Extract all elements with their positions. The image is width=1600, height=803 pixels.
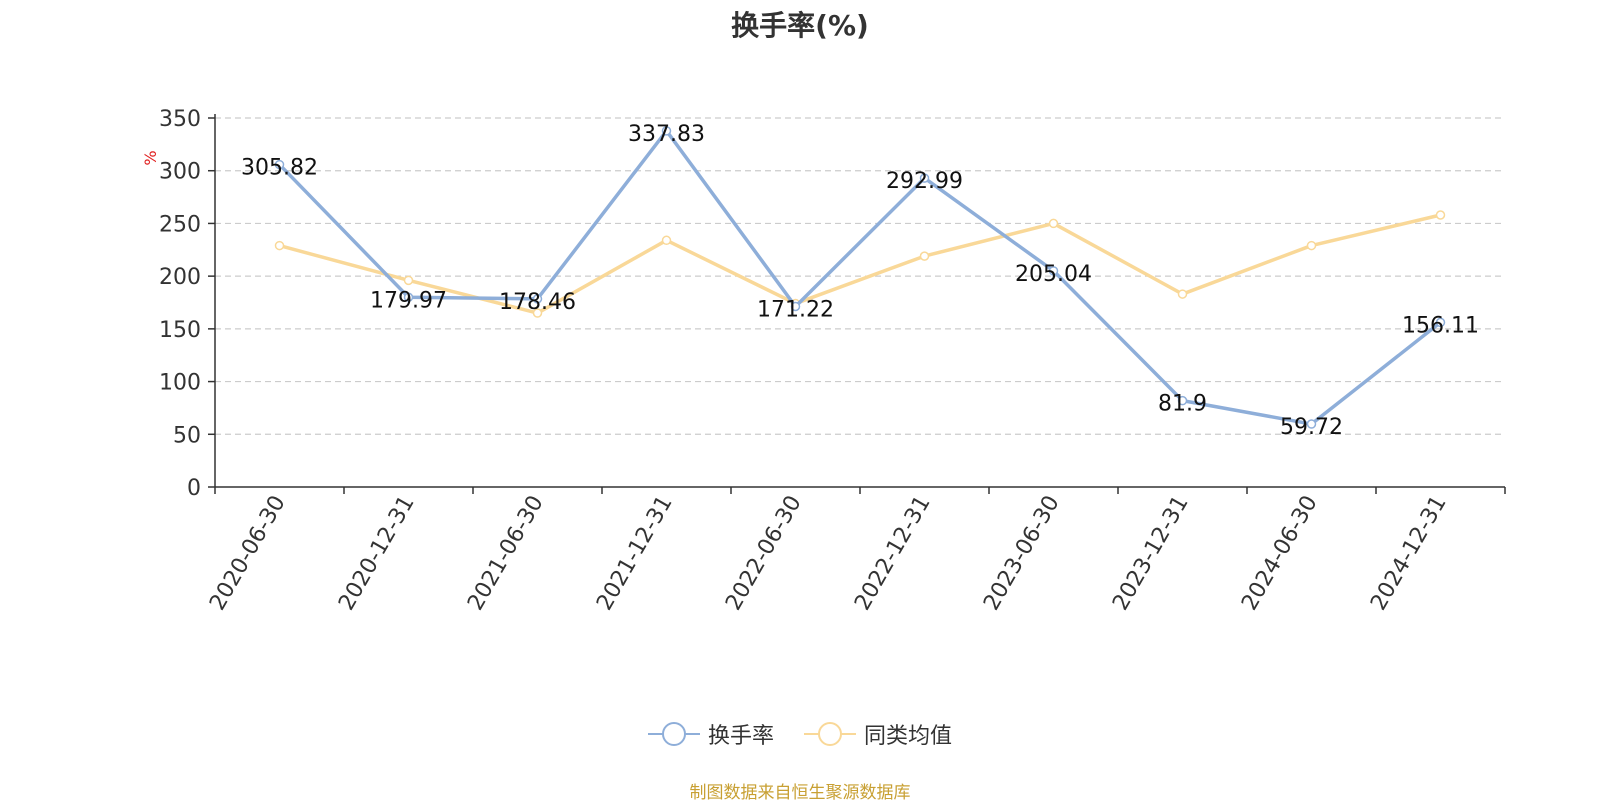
y-tick-label: 200 bbox=[159, 265, 201, 290]
data-point bbox=[1306, 419, 1317, 429]
gridlines bbox=[215, 117, 1505, 435]
x-tick-label: 2022-12-31 bbox=[850, 492, 936, 615]
data-point bbox=[1177, 395, 1188, 406]
data-point bbox=[403, 292, 414, 303]
x-tick-label: 2021-12-31 bbox=[592, 492, 678, 615]
data-label: 292.99 bbox=[886, 169, 963, 194]
x-tick-label: 2020-12-31 bbox=[334, 492, 420, 615]
data-labels: 305.82 179.97 178.46 337.83 171.22 292.99 205.… bbox=[241, 122, 1479, 440]
legend-item-peer-average[interactable]: 同类均值 bbox=[804, 718, 952, 750]
x-tick-label: 2021-06-30 bbox=[463, 492, 549, 615]
data-point bbox=[274, 240, 285, 251]
x-tick-label: 2024-12-31 bbox=[1366, 492, 1452, 615]
data-point bbox=[1306, 240, 1317, 251]
data-label: 59.72 bbox=[1280, 415, 1343, 440]
y-tick-label: 0 bbox=[187, 476, 201, 501]
data-label: 179.97 bbox=[370, 288, 447, 313]
data-label: 305.82 bbox=[241, 156, 318, 181]
source-note: 制图数据来自恒生聚源数据库 bbox=[689, 783, 911, 803]
data-point bbox=[919, 251, 930, 261]
data-label: 156.11 bbox=[1402, 313, 1479, 338]
legend-swatch-peer-average bbox=[804, 722, 856, 746]
y-tick-label: 250 bbox=[159, 212, 201, 237]
data-label: 205.04 bbox=[1015, 262, 1092, 287]
series-line bbox=[278, 129, 1442, 426]
data-point bbox=[1177, 289, 1188, 299]
series-lines bbox=[274, 126, 1446, 429]
x-tick-label: 2024-06-30 bbox=[1237, 492, 1323, 615]
data-label: 171.22 bbox=[757, 297, 834, 322]
x-tick-label: 2022-06-30 bbox=[721, 492, 807, 615]
legend: 换手率 同类均值 bbox=[0, 718, 1600, 750]
legend-swatch-turnover bbox=[647, 722, 700, 746]
legend-label-peer-average: 同类均值 bbox=[864, 724, 953, 749]
data-point bbox=[1048, 218, 1059, 229]
legend-label-turnover: 换手率 bbox=[707, 724, 774, 749]
data-label: 178.46 bbox=[499, 290, 576, 315]
y-tick-label: 300 bbox=[159, 160, 201, 185]
y-axis-label: % bbox=[141, 150, 160, 165]
y-tick-label: 100 bbox=[159, 371, 201, 396]
chart-title: 换手率(%) bbox=[731, 9, 869, 42]
x-tick-label: 2020-06-30 bbox=[205, 492, 291, 615]
data-point bbox=[661, 126, 672, 136]
y-tick-label: 50 bbox=[173, 423, 201, 448]
data-point bbox=[403, 275, 414, 286]
data-point bbox=[790, 301, 801, 312]
data-point bbox=[532, 308, 543, 318]
data-point bbox=[919, 173, 930, 183]
data-label: 81.9 bbox=[1158, 392, 1207, 417]
x-tick-label: 2023-06-30 bbox=[979, 492, 1065, 615]
y-tick-label: 350 bbox=[159, 107, 201, 132]
data-label: 337.83 bbox=[628, 122, 705, 147]
data-point bbox=[661, 235, 672, 246]
data-point bbox=[532, 294, 543, 304]
y-tick-label: 150 bbox=[159, 318, 201, 343]
axes: 0 50 100 150 200 250 300 350% 2020-06-30 2020-12-… bbox=[141, 107, 1506, 615]
data-point bbox=[1435, 210, 1446, 220]
data-point bbox=[274, 159, 285, 170]
data-point bbox=[1435, 317, 1446, 328]
x-tick-label: 2023-12-31 bbox=[1108, 492, 1194, 615]
legend-item-turnover[interactable]: 换手率 bbox=[647, 718, 774, 750]
data-point bbox=[1048, 266, 1059, 276]
